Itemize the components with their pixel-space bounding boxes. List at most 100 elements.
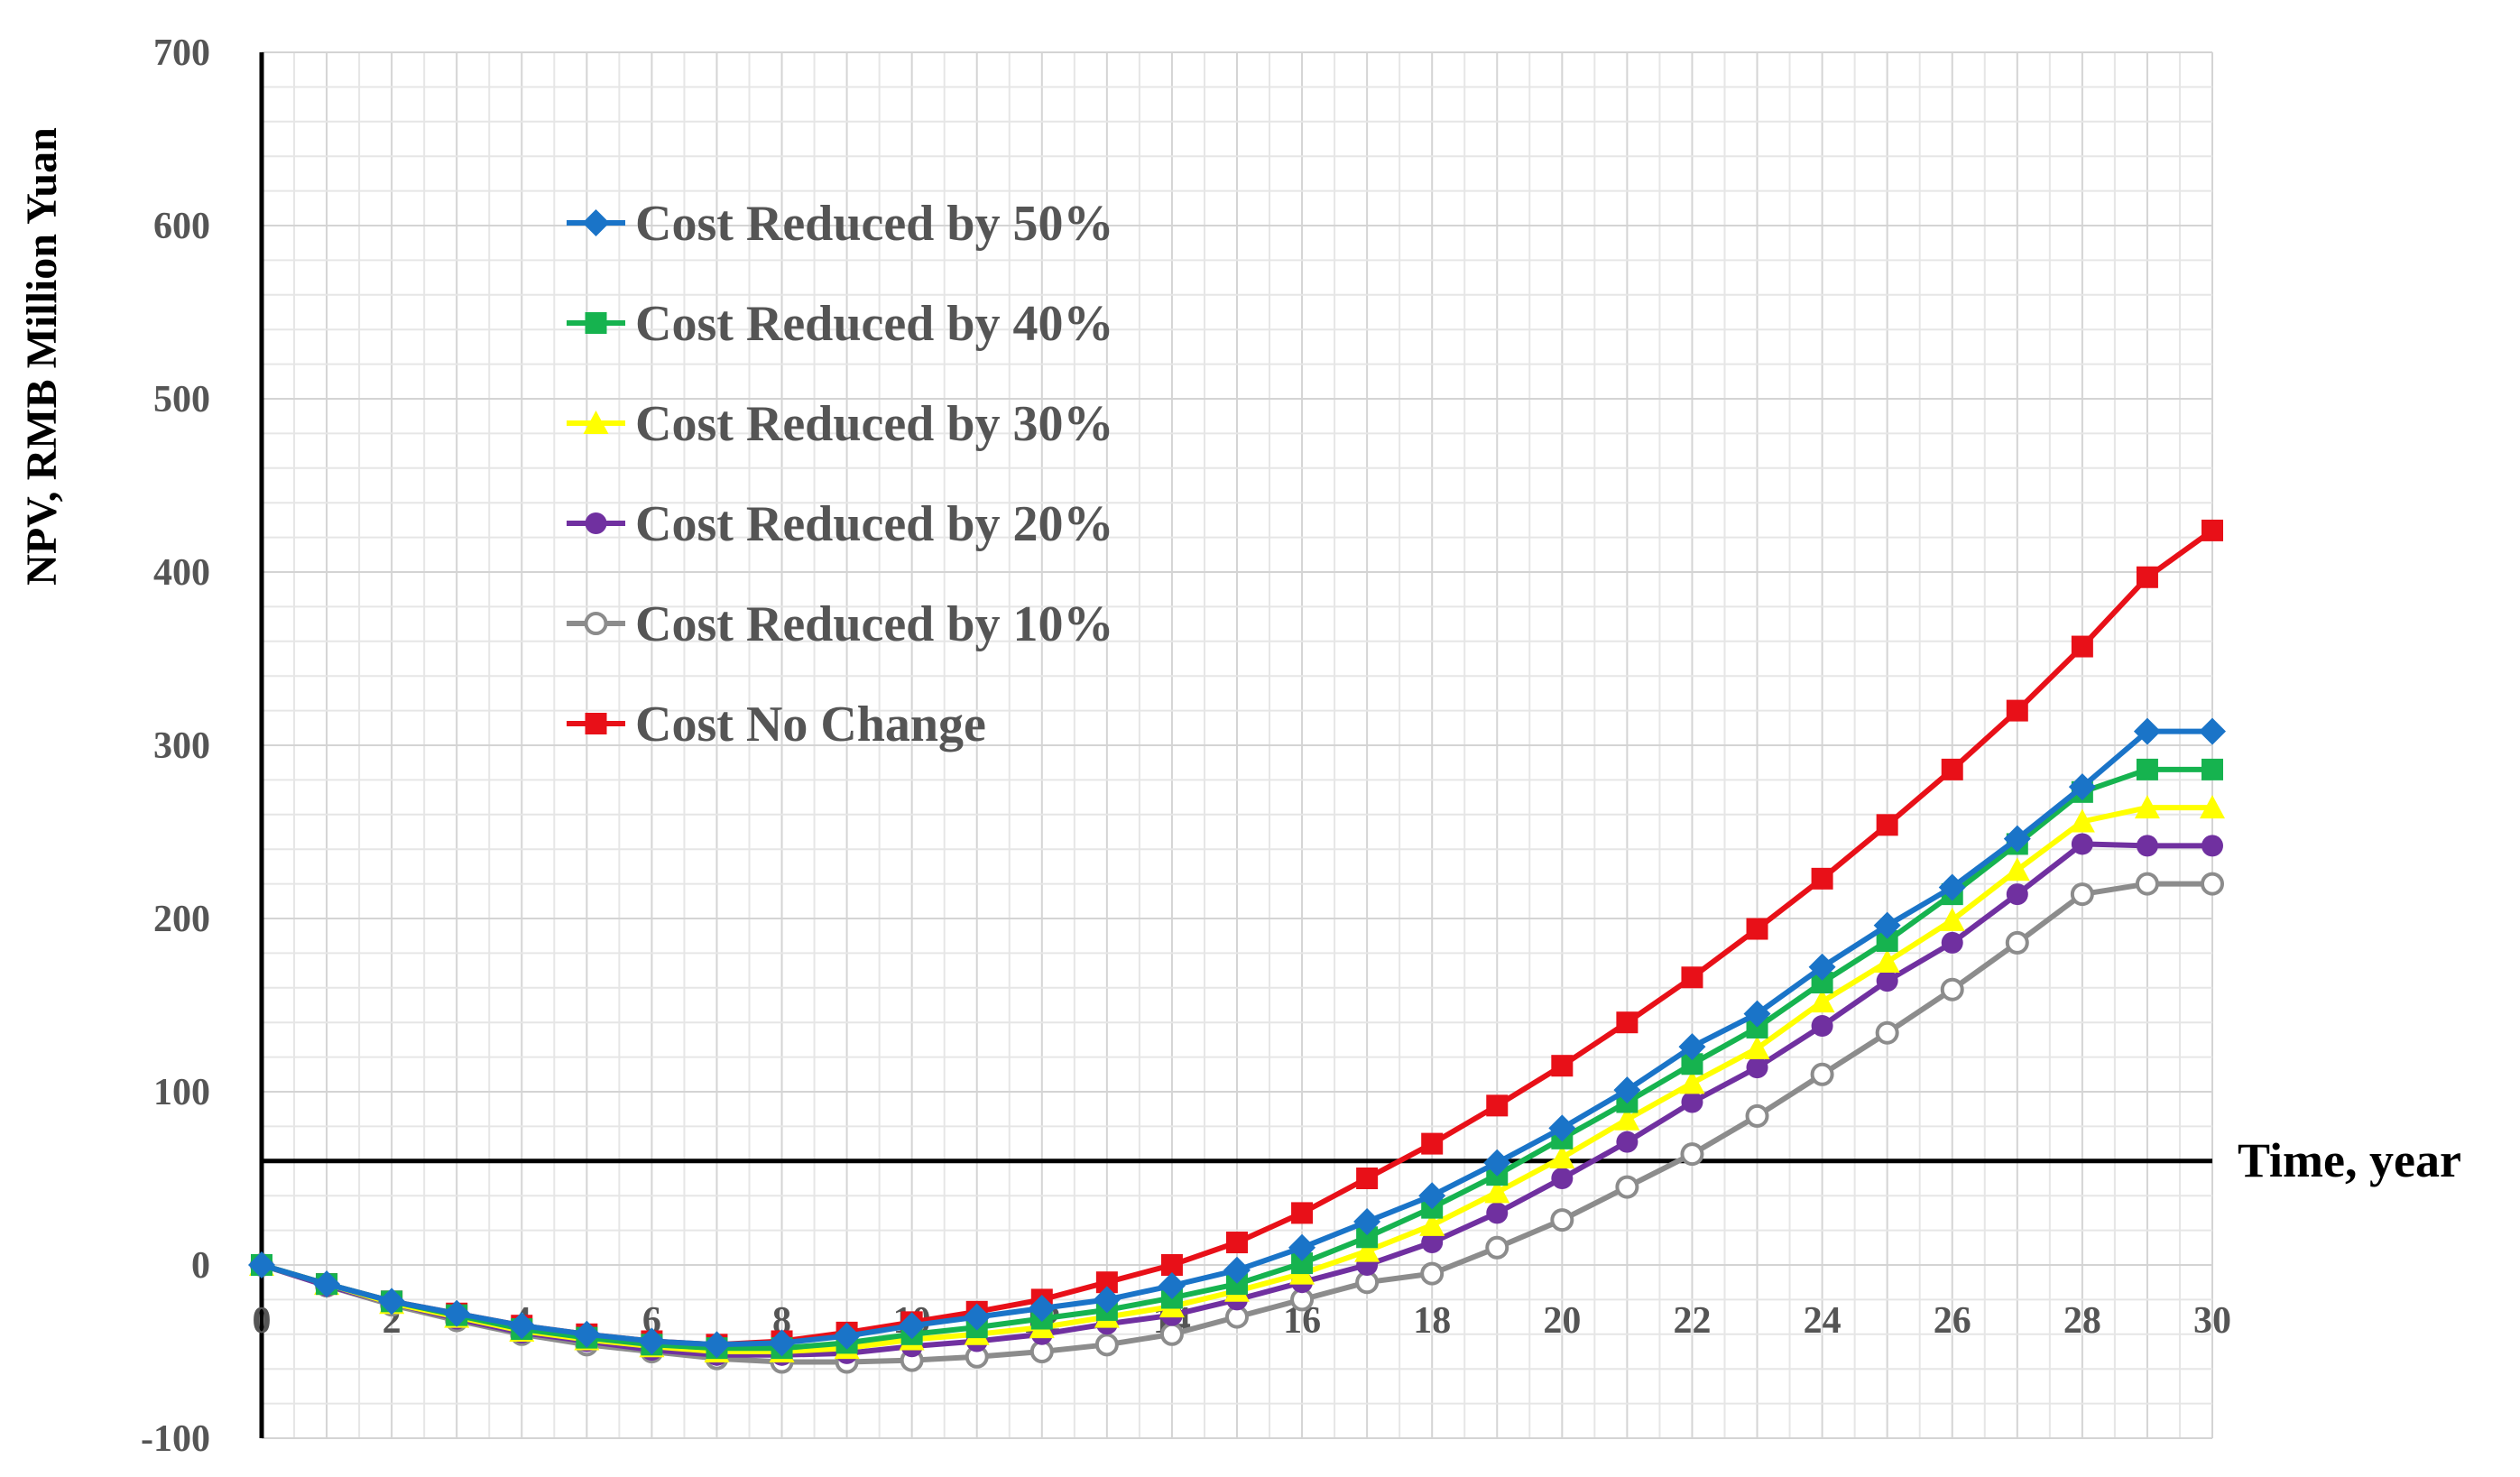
data-point xyxy=(703,1331,731,1359)
legend-label: Cost Reduced by 10% xyxy=(635,596,1113,652)
y-tick-label: 300 xyxy=(153,725,210,767)
data-point xyxy=(1291,1202,1314,1224)
data-point xyxy=(1226,1232,1248,1254)
data-point xyxy=(638,1327,666,1355)
data-point xyxy=(1356,1168,1379,1189)
data-point xyxy=(1418,1182,1446,1210)
grid xyxy=(261,51,2213,1439)
data-point xyxy=(1548,1114,1576,1142)
data-point xyxy=(1678,1033,1706,1061)
data-point xyxy=(1483,1149,1511,1177)
data-point xyxy=(898,1312,926,1340)
x-tick-label: 30 xyxy=(2193,1300,2231,1342)
data-point xyxy=(2201,872,2224,896)
data-point xyxy=(1809,989,1835,1013)
data-point xyxy=(1808,953,1836,981)
data-point xyxy=(1158,1272,1186,1300)
legend-marker xyxy=(585,312,607,334)
data-point xyxy=(1159,1322,1184,1346)
data-point xyxy=(2136,758,2158,780)
data-point xyxy=(1094,1333,1119,1357)
data-point xyxy=(1421,1132,1444,1155)
data-point xyxy=(1550,1208,1574,1232)
data-point xyxy=(1811,1015,1833,1038)
data-point xyxy=(1876,814,1898,836)
data-point xyxy=(2136,566,2158,588)
data-point xyxy=(2003,825,2031,853)
data-point xyxy=(1941,758,1963,780)
series-0 xyxy=(248,717,2226,1359)
data-point xyxy=(1616,1131,1638,1153)
x-tick-label: 24 xyxy=(1804,1300,1842,1342)
data-point xyxy=(2136,835,2158,857)
data-point xyxy=(1874,949,1900,973)
y-tick-label: 700 xyxy=(153,32,210,74)
x-tick-label: 22 xyxy=(1673,1300,1711,1342)
data-point xyxy=(2200,795,2225,819)
y-tick-label: -100 xyxy=(141,1418,210,1460)
legend-entry: Cost Reduced by 10% xyxy=(567,596,1113,652)
data-point xyxy=(1938,873,1966,901)
data-point xyxy=(2006,699,2028,722)
legend-entry: Cost Reduced by 20% xyxy=(567,496,1113,552)
x-tick-label: 0 xyxy=(253,1300,272,1342)
legend-entry: Cost Reduced by 30% xyxy=(567,396,1113,452)
x-tick-label: 20 xyxy=(1543,1300,1581,1342)
data-point xyxy=(1873,911,1901,939)
data-point xyxy=(443,1299,471,1327)
data-point xyxy=(1681,966,1703,989)
data-point xyxy=(1223,1256,1251,1284)
data-point xyxy=(2133,717,2161,745)
data-point xyxy=(2070,882,2094,907)
data-point xyxy=(1746,918,1768,940)
data-point xyxy=(2199,717,2226,745)
legend-marker xyxy=(582,209,610,236)
data-point xyxy=(1486,1094,1509,1117)
data-point xyxy=(963,1303,991,1331)
legend-label: Cost No Change xyxy=(635,697,986,752)
data-point xyxy=(1745,1103,1769,1128)
data-point xyxy=(1354,1238,1380,1262)
data-point xyxy=(1485,1235,1509,1260)
data-point xyxy=(2005,930,2029,955)
legend-label: Cost Reduced by 20% xyxy=(635,496,1113,552)
y-tick-label: 0 xyxy=(191,1245,210,1287)
data-point xyxy=(2135,872,2159,896)
legend-label: Cost Reduced by 30% xyxy=(635,396,1113,452)
data-point xyxy=(1551,1055,1574,1077)
data-point xyxy=(1681,1091,1703,1113)
data-point xyxy=(1939,907,1965,931)
data-point xyxy=(2134,795,2160,819)
data-point xyxy=(2069,808,2095,833)
data-point xyxy=(508,1312,536,1340)
data-point xyxy=(1875,1020,1899,1045)
data-point xyxy=(1420,1261,1445,1286)
data-point xyxy=(1288,1233,1316,1261)
data-point xyxy=(1551,1168,1574,1189)
y-tick-label: 200 xyxy=(153,899,210,940)
data-point xyxy=(1419,1212,1445,1236)
data-point xyxy=(1421,1232,1444,1254)
legend-marker xyxy=(584,612,608,635)
data-point xyxy=(1810,1062,1834,1086)
data-point xyxy=(2202,758,2223,780)
data-point xyxy=(2004,857,2030,882)
data-point xyxy=(1028,1295,1056,1322)
data-point xyxy=(1353,1208,1381,1235)
axes xyxy=(259,52,2212,1438)
legend-marker xyxy=(585,512,607,534)
y-tick-label: 400 xyxy=(153,552,210,594)
data-point xyxy=(1615,1175,1639,1199)
data-point xyxy=(1614,1106,1640,1131)
y-tick-label: 600 xyxy=(153,206,210,247)
data-point xyxy=(2202,519,2223,541)
data-point xyxy=(378,1288,406,1315)
data-point xyxy=(1680,1142,1704,1167)
data-point xyxy=(2071,833,2093,855)
x-axis-title: Time, year xyxy=(2238,1133,2461,1187)
legend-marker xyxy=(583,411,609,434)
x-tick-label: 18 xyxy=(1413,1300,1451,1342)
data-point xyxy=(1679,1070,1705,1094)
data-point xyxy=(573,1320,601,1348)
